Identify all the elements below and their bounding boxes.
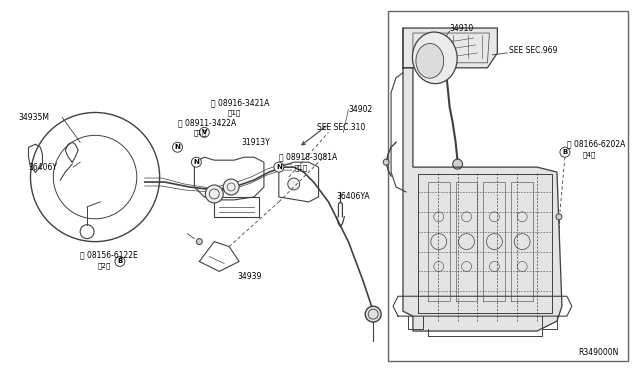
Circle shape — [383, 159, 389, 165]
Text: N: N — [276, 164, 282, 170]
Text: 36406YA: 36406YA — [337, 192, 370, 201]
Text: 34902: 34902 — [348, 105, 372, 114]
Circle shape — [191, 157, 202, 167]
Text: B: B — [563, 149, 568, 155]
Text: Ⓝ 08918-3081A: Ⓝ 08918-3081A — [279, 153, 337, 162]
Text: SEE SEC.310: SEE SEC.310 — [317, 123, 365, 132]
Bar — [388, 11, 628, 361]
Text: Ⓝ 08911-3422A: Ⓝ 08911-3422A — [177, 118, 236, 127]
Text: 36406Y: 36406Y — [29, 163, 58, 171]
Circle shape — [173, 142, 182, 152]
Text: 31913Y: 31913Y — [241, 138, 270, 147]
Text: ⒱ 08166-6202A: ⒱ 08166-6202A — [567, 140, 625, 149]
Text: N: N — [175, 144, 180, 150]
Ellipse shape — [416, 44, 444, 78]
Circle shape — [288, 178, 300, 190]
Circle shape — [205, 185, 223, 203]
Text: 34910: 34910 — [450, 23, 474, 33]
Text: SEE SEC.969: SEE SEC.969 — [509, 46, 557, 55]
Circle shape — [274, 162, 284, 172]
Text: Ⓟ 08916-3421A: Ⓟ 08916-3421A — [211, 98, 269, 107]
Circle shape — [560, 147, 570, 157]
Text: （2）: （2） — [98, 262, 111, 269]
Text: R349000N: R349000N — [578, 349, 618, 357]
Circle shape — [556, 214, 562, 220]
Polygon shape — [403, 28, 497, 68]
Text: （1）: （1） — [193, 129, 207, 136]
Polygon shape — [403, 28, 562, 331]
Text: 34939: 34939 — [237, 272, 262, 281]
Ellipse shape — [412, 32, 457, 84]
Circle shape — [115, 257, 125, 266]
Circle shape — [223, 179, 239, 195]
Circle shape — [196, 239, 202, 245]
Text: （4）: （4） — [583, 151, 596, 157]
Text: N: N — [193, 159, 199, 165]
Text: ⒱ 08156-6122E: ⒱ 08156-6122E — [80, 250, 138, 259]
Text: V: V — [202, 129, 207, 135]
Circle shape — [365, 306, 381, 322]
Text: （1）: （1） — [295, 165, 308, 171]
Text: 34935M: 34935M — [19, 113, 49, 122]
Text: （1）: （1） — [227, 109, 241, 116]
Circle shape — [200, 127, 209, 137]
Circle shape — [452, 159, 463, 169]
Text: B: B — [117, 259, 122, 264]
